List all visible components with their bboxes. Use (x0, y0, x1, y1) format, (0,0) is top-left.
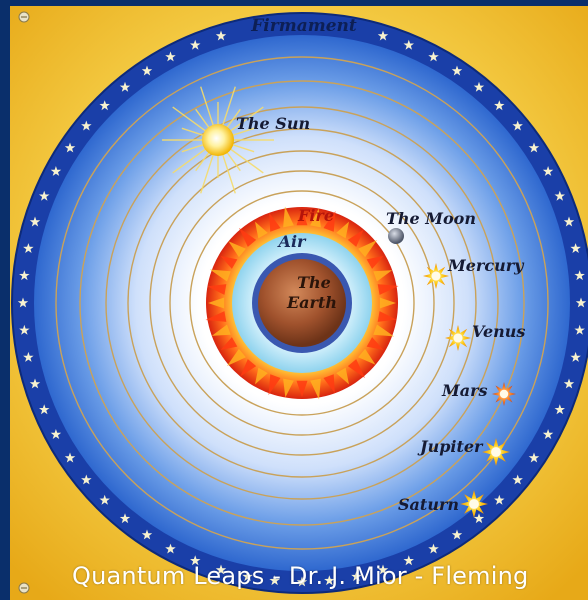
star-icon (19, 270, 30, 281)
star-icon (574, 324, 585, 335)
screw-icon (18, 582, 30, 594)
orbit-moon (189, 190, 415, 416)
star-icon (451, 65, 463, 76)
star-icon (403, 555, 414, 566)
star-icon (403, 39, 414, 50)
moon-label: The Moon (386, 209, 476, 228)
planet-star-icon (423, 263, 449, 289)
star-icon (19, 324, 30, 335)
star-icon (324, 575, 335, 586)
star-icon (215, 564, 227, 575)
planet-star-icon (492, 382, 516, 406)
star-icon (119, 513, 131, 524)
fire-flames (205, 206, 399, 400)
firmament-stars (17, 30, 587, 587)
star-icon (99, 494, 110, 505)
air-label: Air (277, 232, 307, 251)
mars-label: Mars (441, 381, 488, 400)
jupiter-label: Jupiter (417, 437, 484, 456)
star-icon (542, 166, 554, 176)
star-icon (23, 351, 34, 362)
star-icon (570, 351, 581, 362)
star-icon (554, 190, 565, 201)
star-icon (269, 575, 280, 586)
star-icon (554, 404, 565, 415)
star-icon (428, 51, 439, 62)
star-icon (563, 378, 575, 389)
orbit-mercury (169, 170, 435, 436)
star-icon (39, 190, 50, 201)
star-icon (574, 270, 585, 281)
star-icon (23, 243, 34, 253)
orbit-mars (105, 106, 499, 500)
orbit-venus (149, 150, 455, 456)
earth-label-line1: The (297, 273, 331, 292)
star-icon (190, 39, 201, 50)
sun-label: The Sun (236, 114, 310, 133)
planet-star-icon (460, 490, 488, 518)
moon-icon (388, 228, 404, 244)
star-icon (165, 51, 176, 62)
star-icon (119, 81, 131, 92)
star-icon (81, 474, 92, 485)
star-icon (494, 494, 505, 505)
star-icon (17, 297, 29, 308)
star-icon (528, 142, 540, 153)
orbit-jupiter (79, 80, 525, 526)
planet-star-icon (445, 325, 471, 351)
star-icon (570, 243, 581, 253)
sun-disc (202, 124, 234, 156)
caption: Quantum Leaps - Dr. J. Mior - Fleming (72, 562, 529, 590)
orbit-rings (55, 56, 549, 550)
star-icon (296, 576, 308, 587)
star-icon (242, 571, 253, 582)
star-icon (351, 571, 362, 582)
star-icon (165, 543, 176, 554)
star-icon (141, 529, 153, 540)
firmament-label: Firmament (250, 16, 357, 36)
star-icon (50, 429, 62, 439)
star-icon (29, 378, 41, 389)
star-icon (512, 120, 523, 131)
earth-label-line2: Earth (286, 293, 337, 312)
screw-icon (18, 11, 30, 23)
star-icon (473, 513, 485, 524)
star-icon (39, 404, 50, 415)
mercury-label: Mercury (447, 256, 525, 275)
star-icon (64, 452, 76, 463)
star-icon (563, 216, 575, 227)
star-icon (190, 555, 201, 566)
star-icon (29, 216, 41, 227)
planet-star-icon (482, 438, 510, 466)
star-icon (575, 297, 587, 308)
orbit-saturn (55, 56, 549, 550)
star-icon (64, 142, 76, 153)
star-icon (451, 529, 463, 540)
earth-sphere (258, 259, 346, 347)
venus-label: Venus (472, 322, 525, 341)
star-icon (542, 429, 554, 439)
star-icon (473, 81, 485, 92)
star-icon (512, 474, 523, 485)
orbit-sun (127, 128, 477, 478)
star-icon (141, 65, 153, 76)
fire-label: Fire (297, 206, 334, 225)
star-icon (215, 30, 227, 41)
star-icon (99, 100, 110, 111)
star-icon (528, 452, 540, 463)
star-icon (494, 100, 505, 111)
star-icon (81, 120, 92, 131)
saturn-label: Saturn (398, 495, 459, 514)
star-icon (377, 564, 389, 575)
star-icon (428, 543, 439, 554)
star-icon (50, 166, 62, 176)
star-icon (377, 30, 389, 41)
